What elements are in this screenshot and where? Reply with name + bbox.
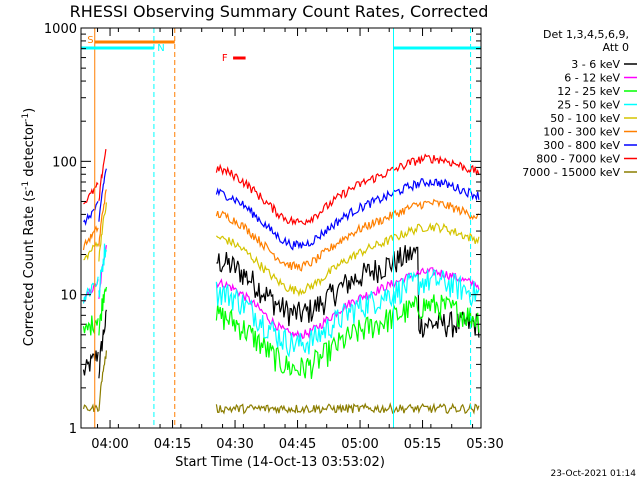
plot-background [81, 28, 481, 428]
series-line-2-segment-1 [98, 286, 107, 336]
x-tick-label-4: 05:00 [341, 437, 378, 452]
series-line-6-segment-2 [215, 178, 480, 251]
series-line-2-segment-0 [82, 315, 99, 336]
series-layer [82, 149, 480, 415]
chart-title: RHESSI Observing Summary Count Rates, Co… [70, 2, 489, 21]
plot-frame [80, 27, 482, 429]
series-line-0-segment-2 [216, 245, 480, 338]
series-line-3-segment-0 [82, 276, 99, 304]
legend-label-4: 50 - 100 keV [550, 112, 620, 125]
series-line-7-segment-0 [83, 181, 99, 205]
series-line-5-segment-0 [82, 225, 99, 251]
y-axis-label: Corrected Count Rate (s-1 detector-1) [21, 108, 37, 346]
series-line-4-segment-1 [98, 202, 107, 262]
plot-area [81, 28, 481, 428]
series-line-4-segment-0 [83, 241, 99, 261]
legend-header-1: Det 1,3,4,5,6,9, [543, 28, 629, 41]
series-line-8-segment-1 [98, 350, 107, 411]
series-line-3-segment-2 [215, 268, 480, 358]
x-tick-label-3: 04:45 [279, 437, 316, 452]
y-tick-label-3: 1000 [44, 22, 77, 37]
series-line-3-segment-1 [98, 243, 107, 298]
x-tick-label-2: 04:30 [216, 437, 253, 452]
x-axis-label: Start Time (14-Oct-13 03:53:02) [175, 455, 385, 470]
night-flag-label: N [157, 43, 164, 54]
series-line-5-segment-2 [215, 198, 480, 272]
y-tick-label-0: 1 [69, 422, 77, 437]
series-line-5-segment-1 [98, 189, 107, 247]
axes-layer: 04:00 04:15 04:30 04:45 05:00 05:15 05:30 1 10 10… [44, 22, 504, 452]
series-line-7-segment-1 [98, 149, 107, 202]
legend-label-1: 6 - 12 keV [564, 72, 620, 85]
saa-flag-label: S [87, 35, 93, 46]
legend-label-6: 300 - 800 keV [543, 139, 620, 152]
legend-label-2: 12 - 25 keV [557, 85, 620, 98]
x-tick-label-6: 05:30 [466, 437, 503, 452]
series-line-6-segment-1 [98, 168, 107, 222]
flare-flag-label: F [222, 53, 228, 64]
legend-label-3: 25 - 50 keV [557, 99, 620, 112]
series-line-8-segment-0 [82, 403, 99, 413]
legend-label-5: 100 - 300 keV [543, 126, 620, 139]
legend-header-2: Att 0 [603, 41, 629, 54]
y-tick-label-1: 10 [60, 289, 77, 304]
footer-date: 23-Oct-2021 01:14 [551, 469, 637, 479]
legend-label-0: 3 - 6 keV [571, 58, 620, 71]
legend-label-7: 800 - 7000 keV [536, 153, 620, 166]
series-line-2-segment-2 [215, 294, 480, 379]
legend-label-8: 7000 - 15000 keV [522, 166, 620, 179]
y-tick-label-2: 100 [52, 155, 77, 170]
series-line-7-segment-2 [215, 153, 480, 226]
x-tick-label-5: 05:15 [404, 437, 441, 452]
x-tick-label-1: 04:15 [154, 437, 191, 452]
series-line-0-segment-1 [98, 309, 107, 379]
x-tick-label-0: 04:00 [91, 437, 128, 452]
series-line-8-segment-2 [215, 402, 480, 415]
series-line-4-segment-2 [215, 222, 480, 297]
series-line-6-segment-0 [83, 200, 99, 226]
